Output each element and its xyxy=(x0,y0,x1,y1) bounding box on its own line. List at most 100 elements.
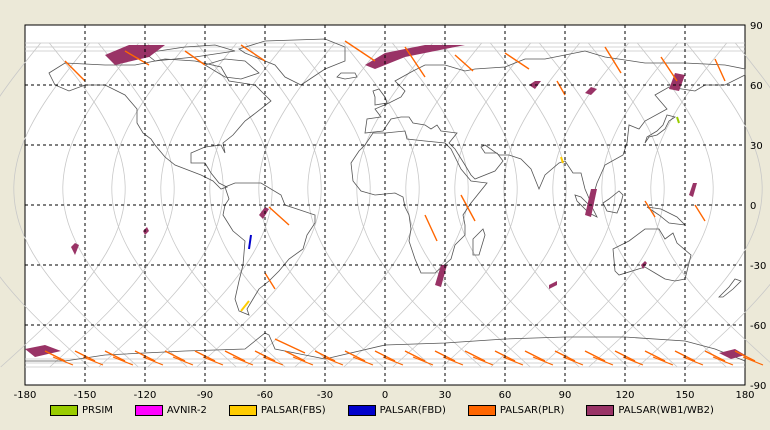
plr-antarctic-swath xyxy=(202,356,224,366)
wb-swath xyxy=(25,345,61,357)
wb-swath xyxy=(689,183,697,197)
y-tick-label: 0 xyxy=(750,201,756,212)
plr-antarctic-swath xyxy=(412,356,434,366)
plr-antarctic-swath xyxy=(322,356,344,366)
plr-antarctic-swath xyxy=(502,356,524,366)
plr-swath xyxy=(604,46,622,74)
x-tick-label: -150 xyxy=(74,390,97,401)
plr-antarctic-swath xyxy=(472,356,494,366)
plr-antarctic-swath xyxy=(142,356,164,366)
wb-swath xyxy=(143,227,149,235)
coastline-borneo xyxy=(602,190,624,214)
plr-antarctic-swath xyxy=(562,356,584,366)
plr-antarctic-swath xyxy=(344,350,366,362)
fbs-swath xyxy=(240,300,250,312)
orbit-track xyxy=(686,42,770,368)
plr-swath xyxy=(404,46,426,78)
fbd-swath xyxy=(248,234,252,250)
y-tick-label: 60 xyxy=(750,81,763,92)
plr-swath xyxy=(504,52,530,70)
plr-swath xyxy=(274,338,306,354)
wb-swath xyxy=(105,45,165,65)
legend-label-avnir2: AVNIR-2 xyxy=(166,404,207,416)
coastline-new-zealand xyxy=(718,278,742,298)
plr-antarctic-swath xyxy=(734,350,756,362)
legend-label-prism: PRSIM xyxy=(82,404,113,416)
x-tick-label: 120 xyxy=(615,390,634,401)
plr-antarctic-swath xyxy=(284,350,306,362)
orbit-track xyxy=(0,42,90,368)
plr-swath xyxy=(268,206,290,226)
coastline-japan xyxy=(644,114,676,144)
plr-antarctic-swath xyxy=(532,356,554,366)
orbit-track xyxy=(98,42,224,368)
coastline-africa xyxy=(350,130,488,274)
plr-antarctic-swath xyxy=(52,356,74,366)
plr-antarctic-swath xyxy=(382,356,404,366)
orbit-track xyxy=(454,42,580,368)
x-tick-label: 60 xyxy=(499,390,512,401)
plr-swath xyxy=(264,272,276,290)
plr-swath xyxy=(454,54,474,72)
x-tick-label: -90 xyxy=(197,390,213,401)
legend-swatch-prism xyxy=(50,404,78,416)
plr-swath xyxy=(424,214,438,242)
wb-swath xyxy=(259,207,269,219)
x-tick-label: -30 xyxy=(317,390,333,401)
plr-antarctic-swath xyxy=(104,350,126,362)
x-tick-label: -60 xyxy=(257,390,273,401)
legend-swatch-avnir2 xyxy=(134,404,163,416)
plr-antarctic-swath xyxy=(172,356,194,366)
x-tick-label: 180 xyxy=(735,390,754,401)
legend-swatch-palsar-fbd xyxy=(347,404,376,416)
coastline-uk xyxy=(372,88,388,106)
plr-swath xyxy=(460,194,476,222)
x-tick-label: 90 xyxy=(559,390,572,401)
graticule xyxy=(25,25,745,385)
orbit-track xyxy=(160,42,286,368)
x-tick-label: 0 xyxy=(382,390,388,401)
orbit-track xyxy=(49,42,175,368)
plr-swath xyxy=(184,50,206,66)
legend-item-palsar-fbd: PALSAR(FBD) xyxy=(347,404,446,416)
coastline-antarctica xyxy=(25,332,746,362)
axis-tick-labels: -180 -150 -120 -90 -60 -30 0 30 60 90 120 150 180 90 6… xyxy=(14,21,767,401)
plr-antarctic-swath xyxy=(644,350,666,362)
plr-antarctic-swath xyxy=(592,356,614,366)
plr-swath xyxy=(556,80,566,96)
coastline-south-america xyxy=(222,182,316,316)
legend-item-palsar-fbs: PALSAR(FBS) xyxy=(228,404,326,416)
legend-label-palsar-wb: PALSAR(WB1/WB2) xyxy=(618,404,714,416)
plr-antarctic-swath xyxy=(704,350,726,362)
plr-swath xyxy=(644,200,656,218)
y-tick-label: -90 xyxy=(750,381,766,392)
legend-item-palsar-plr: PALSAR(PLR) xyxy=(467,404,564,416)
wb-swath xyxy=(585,189,597,217)
orbit-track xyxy=(13,42,139,368)
wb-swath xyxy=(549,281,557,289)
plr-antarctic-swath xyxy=(82,356,104,366)
x-tick-label: 30 xyxy=(439,390,452,401)
plr-antarctic-swath xyxy=(292,356,314,366)
legend-item-prism: PRSIM xyxy=(50,404,113,416)
plr-swath xyxy=(660,56,678,82)
orbit-track xyxy=(405,42,531,368)
legend-label-palsar-fbs: PALSAR(FBS) xyxy=(260,404,326,416)
plr-antarctic-swath xyxy=(44,350,66,362)
x-tick-label: -180 xyxy=(14,390,37,401)
legend-swatch-palsar-fbs xyxy=(228,404,257,416)
plr-swath xyxy=(694,204,706,222)
wb-swath xyxy=(71,243,79,255)
fbs-swath xyxy=(560,156,564,164)
coastline-australia xyxy=(612,228,692,282)
y-tick-label: 30 xyxy=(750,141,763,152)
orbit-track xyxy=(111,42,237,368)
plr-antarctic-swath xyxy=(622,356,644,366)
plr-antarctic-swath xyxy=(112,356,134,366)
y-tick-label: -60 xyxy=(750,321,766,332)
orbit-track xyxy=(392,42,518,368)
legend-swatch-palsar-plr xyxy=(467,404,496,416)
plr-antarctic-swath xyxy=(352,356,374,366)
prism-swath xyxy=(676,116,680,124)
